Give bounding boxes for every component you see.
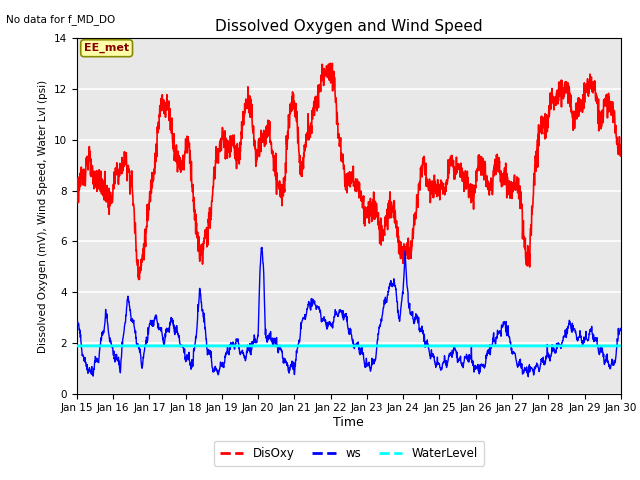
Title: Dissolved Oxygen and Wind Speed: Dissolved Oxygen and Wind Speed <box>215 20 483 35</box>
Text: No data for f_MD_DO: No data for f_MD_DO <box>6 14 116 25</box>
Text: EE_met: EE_met <box>84 43 129 53</box>
Legend: DisOxy, ws, WaterLevel: DisOxy, ws, WaterLevel <box>214 441 484 466</box>
Y-axis label: Dissolved Oxygen (mV), Wind Speed, Water Lvl (psi): Dissolved Oxygen (mV), Wind Speed, Water… <box>38 79 48 353</box>
X-axis label: Time: Time <box>333 416 364 429</box>
